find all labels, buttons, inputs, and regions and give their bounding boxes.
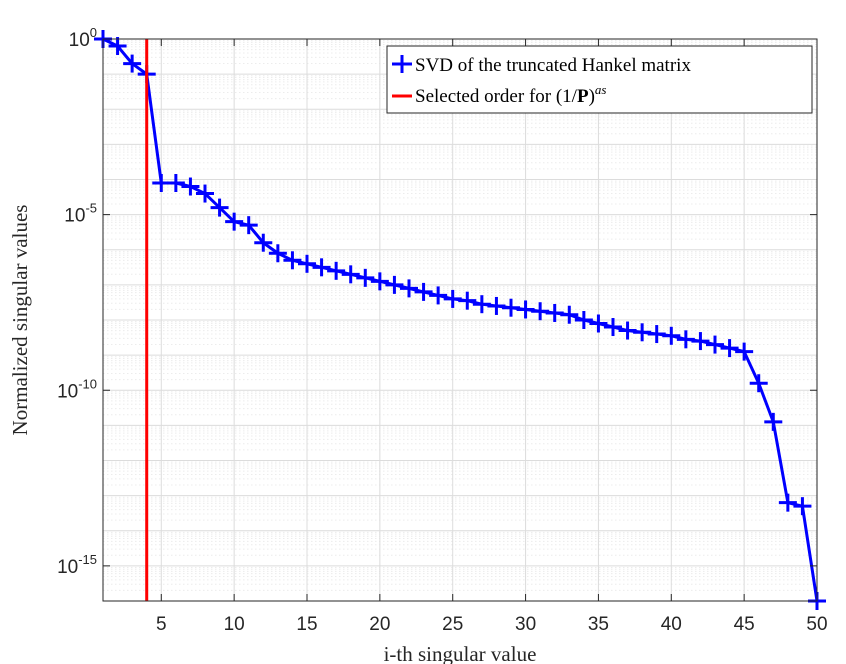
y-tick-label: 10-5 xyxy=(64,201,97,227)
svd-data-point xyxy=(370,272,389,291)
svd-data-point xyxy=(225,212,244,231)
y-tick-base: 10 xyxy=(69,30,90,51)
legend-box xyxy=(386,45,813,114)
legend-order-bold: P xyxy=(577,86,589,107)
y-tick-label: 10-15 xyxy=(57,552,97,578)
svd-data-point xyxy=(560,305,579,324)
legend-order-sup: as xyxy=(595,82,607,97)
y-tick-base: 10 xyxy=(57,557,78,578)
x-tick-label: 5 xyxy=(156,614,167,635)
svd-data-point xyxy=(298,254,316,273)
svd-data-point xyxy=(239,216,258,235)
svd-data-point xyxy=(458,291,477,310)
x-tick-label: 35 xyxy=(588,614,609,635)
y-tick-label: 10-10 xyxy=(57,376,97,402)
svd-data-point xyxy=(720,339,739,358)
svd-data-point xyxy=(735,342,754,361)
svd-data-point xyxy=(108,37,127,56)
svd-data-point xyxy=(210,198,229,217)
svd-data-point xyxy=(604,318,622,337)
legend-label-order: Selected order for (1/P)as xyxy=(415,82,606,107)
x-tick-label: 20 xyxy=(369,614,390,635)
legend-order-post: ) xyxy=(589,86,595,107)
x-tick-label: 30 xyxy=(515,614,536,635)
x-tick-label: 50 xyxy=(806,614,827,635)
svd-data-point xyxy=(400,279,418,298)
svd-data-point xyxy=(502,298,520,317)
svd-data-point xyxy=(691,332,710,351)
y-tick-exponent: -5 xyxy=(85,201,97,216)
x-tick-label: 25 xyxy=(442,614,463,635)
svd-data-point xyxy=(516,300,535,319)
svd-data-point xyxy=(676,330,695,349)
svd-data-point xyxy=(662,326,681,345)
svd-data-point xyxy=(633,323,652,342)
svd-data-point xyxy=(793,497,812,516)
svd-data-point xyxy=(706,335,724,354)
legend-swatch-svd xyxy=(392,55,412,73)
svd-data-point xyxy=(778,493,797,512)
svd-data-point xyxy=(443,289,462,308)
y-tick-exponent: -15 xyxy=(78,552,97,567)
series-layer xyxy=(94,30,826,610)
y-axis-label: Normalized singular values xyxy=(8,205,32,436)
grid xyxy=(103,39,817,601)
svd-data-point xyxy=(749,374,768,393)
y-tick-exponent: -10 xyxy=(78,376,97,391)
x-ticks: 5 10 15 20 25 30 35 40 45 50 xyxy=(156,39,828,635)
legend-order-pre: Selected order for (1/ xyxy=(415,86,578,107)
legend: SVD of the truncated Hankel matrix Selec… xyxy=(386,45,813,114)
svd-data-point xyxy=(254,233,273,252)
x-tick-label: 10 xyxy=(224,614,245,635)
x-axis-label: i-th singular value xyxy=(384,642,537,664)
svd-data-point xyxy=(589,314,608,333)
x-tick-label: 40 xyxy=(661,614,682,635)
plot-frame xyxy=(102,38,818,602)
svd-data-point xyxy=(356,268,375,287)
svd-data-point xyxy=(647,325,666,344)
svd-data-point xyxy=(196,184,214,203)
svd-data-point xyxy=(618,321,637,340)
x-tick-label: 15 xyxy=(296,614,317,635)
svd-data-point xyxy=(531,302,550,321)
svd-data-point xyxy=(472,295,491,314)
svd-data-point xyxy=(312,258,331,277)
svd-data-point xyxy=(764,412,783,431)
y-tick-exponent: 0 xyxy=(90,25,97,40)
svd-data-point xyxy=(385,275,404,294)
svd-data-point xyxy=(429,286,448,305)
svd-data-point xyxy=(327,261,346,280)
svd-data-point xyxy=(181,177,200,196)
x-tick-label: 45 xyxy=(734,614,755,635)
svd-data-point xyxy=(268,244,287,263)
legend-label-svd: SVD of the truncated Hankel matrix xyxy=(415,55,691,76)
svd-data-point xyxy=(166,174,185,193)
svd-data-point xyxy=(341,265,360,284)
svd-data-point xyxy=(123,54,142,73)
svd-data-point xyxy=(487,296,506,315)
svd-data-point xyxy=(283,251,302,270)
y-tick-base: 10 xyxy=(64,206,85,227)
y-tick-label: 100 xyxy=(69,25,97,51)
svd-data-point xyxy=(545,303,564,322)
y-tick-base: 10 xyxy=(57,381,78,402)
svd-data-point xyxy=(414,282,433,301)
svd-data-point xyxy=(574,311,593,329)
